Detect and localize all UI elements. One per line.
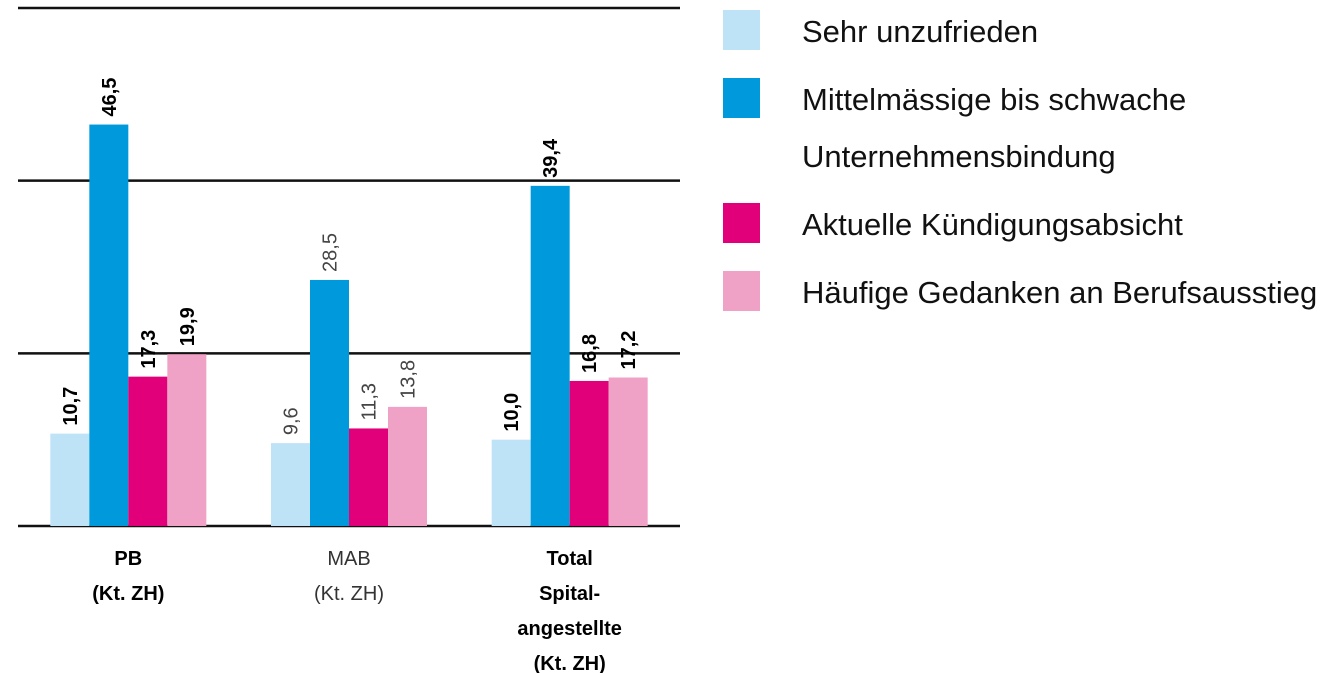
x-tick-label: angestellte [517,618,621,640]
legend-label: Sehr unzufrieden [802,14,1039,49]
bar [167,354,207,526]
legend-entry: Häufige Gedanken an Berufsausstieg [723,267,1327,321]
bar [89,124,129,527]
bar [608,377,648,526]
bar [50,433,90,526]
bar [530,185,570,526]
data-label: 10,0 [501,393,523,432]
bar [310,279,349,526]
chart: PB (Kt. ZH) 10,7 46,5 17,3 19,9 MAB (Kt. ZH) 9,6… [18,6,680,673]
data-label: 10,7 [60,387,82,426]
x-tick-label: (Kt. ZH) [534,653,606,673]
data-label: 28,5 [320,233,342,272]
legend: Sehr unzufrieden Mittelmässige bis schwac… [723,6,1327,335]
bar [388,406,427,526]
x-tick-label: Total [547,548,593,570]
data-label: 11,3 [359,383,381,420]
data-label: 19,9 [177,307,199,346]
data-label: 46,5 [99,78,121,117]
data-label: 17,3 [138,330,160,369]
bar [128,376,168,526]
legend-label: Aktuelle Kündigungsabsicht [802,207,1183,242]
data-label: 13,8 [398,360,420,399]
data-label: 16,8 [579,334,601,373]
legend-swatch [723,10,760,50]
bar [349,428,388,526]
x-tick-label: PB [114,548,142,570]
legend-entry: Sehr unzufrieden [723,6,1327,60]
bar [491,439,531,526]
legend-swatch [723,203,760,243]
x-tick-label: (Kt. ZH) [314,583,384,605]
legend-swatch [723,78,760,118]
x-tick-label: MAB [327,548,370,570]
bar [271,443,310,526]
legend-label: Mittelmässige bis schwache Unternehmensb… [802,82,1187,174]
bar [569,380,609,526]
legend-entry: Mittelmässige bis schwache Unternehmensb… [723,74,1327,185]
data-label: 39,4 [540,138,562,178]
legend-entry: Aktuelle Kündigungsabsicht [723,199,1327,253]
x-tick-label: (Kt. ZH) [92,583,164,605]
legend-swatch [723,271,760,311]
x-tick-label: Spital- [539,583,600,605]
data-label: 9,6 [281,407,303,435]
legend-label: Häufige Gedanken an Berufsausstieg [802,275,1318,310]
data-label: 17,2 [618,331,640,370]
